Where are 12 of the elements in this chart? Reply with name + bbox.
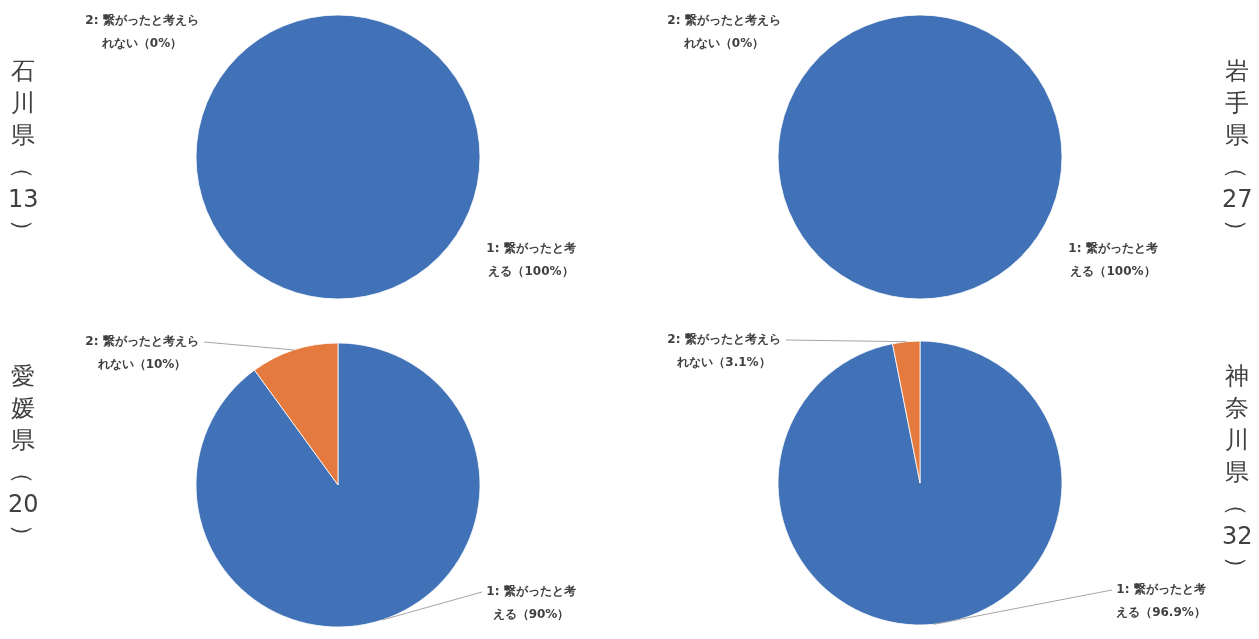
- slice-label: 1: 繋がったと考える（100%）: [485, 240, 577, 280]
- slice-label: 1: 繋がったと考える（96.9%）: [1115, 581, 1207, 621]
- text: 石川県（13）: [7, 56, 39, 245]
- text: 神奈川県（32）: [1221, 361, 1253, 582]
- text: 岩手県（27）: [1221, 56, 1253, 245]
- category-label: 2: 繋がったと考えられない（0%）: [667, 13, 781, 50]
- slice-label: 1: 繋がったと考える（90%）: [485, 583, 577, 623]
- slice-label: 2: 繋がったと考えられない（3.1%）: [666, 331, 782, 371]
- slice-label: 1: 繋がったと考える（100%）: [1067, 240, 1159, 280]
- category-label: 2: 繋がったと考えられない（0%）: [85, 13, 199, 50]
- text: 愛媛県（20）: [7, 361, 39, 550]
- slice-label: 2: 繋がったと考えられない（10%）: [84, 333, 200, 373]
